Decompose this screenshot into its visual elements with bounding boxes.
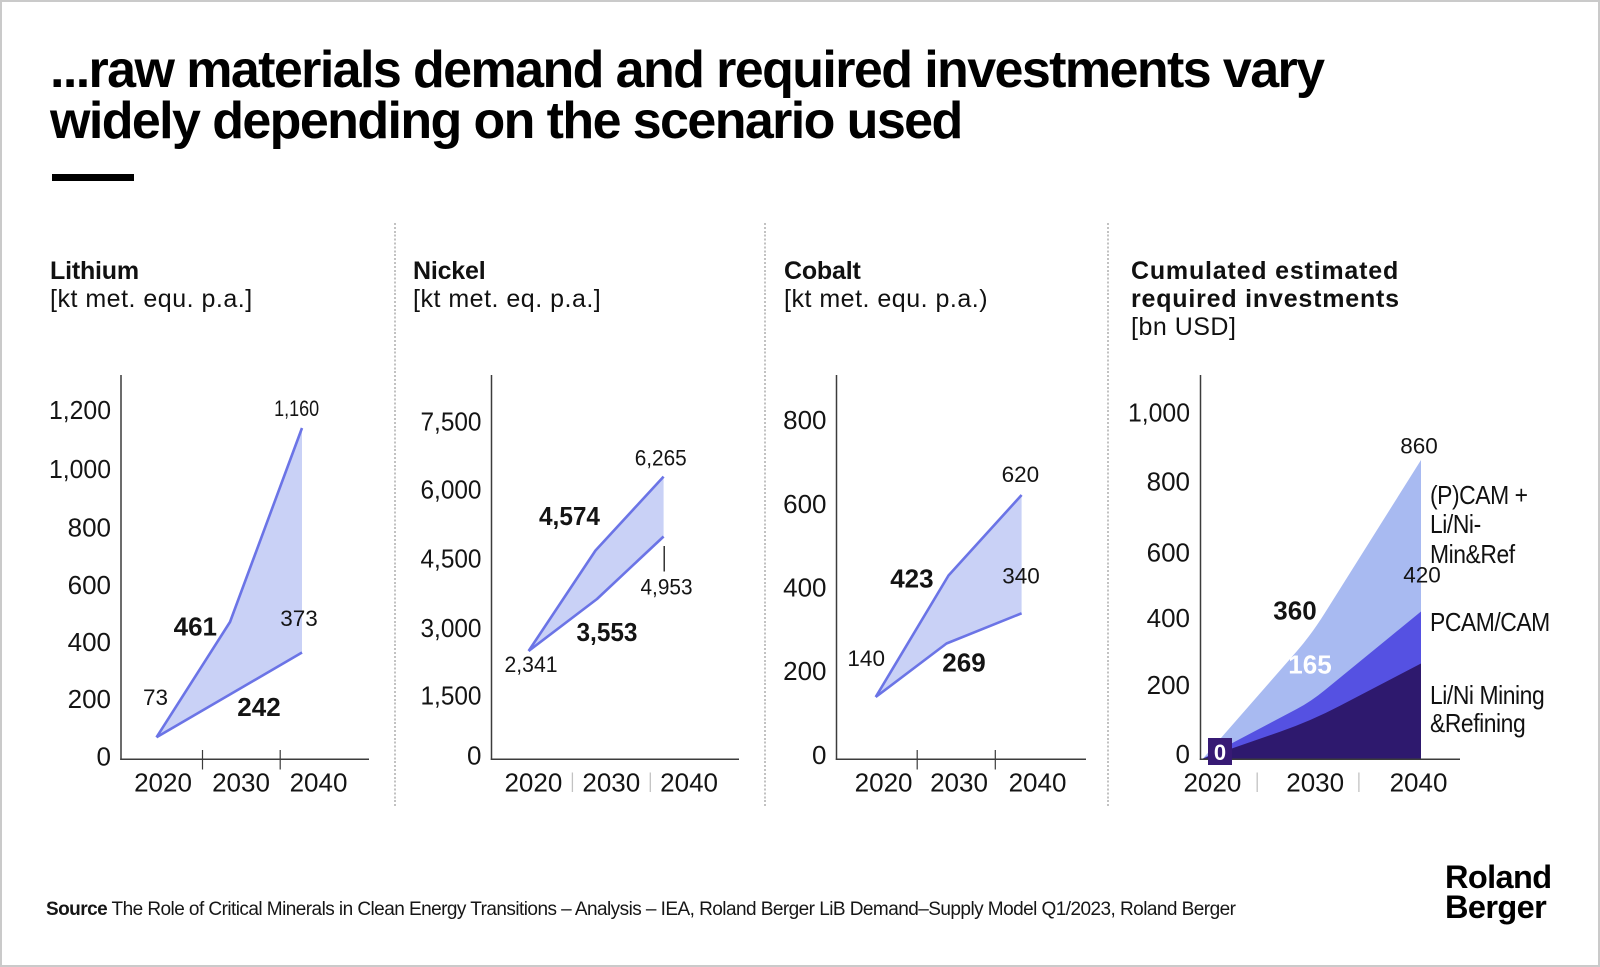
svg-text:200: 200 bbox=[68, 684, 111, 714]
svg-text:0: 0 bbox=[812, 740, 826, 770]
svg-text:2030: 2030 bbox=[1286, 768, 1344, 798]
svg-text:400: 400 bbox=[1147, 603, 1190, 633]
svg-text:2,341: 2,341 bbox=[505, 652, 558, 677]
svg-text:400: 400 bbox=[68, 627, 111, 657]
svg-text:6,265: 6,265 bbox=[635, 445, 687, 470]
svg-text:2040: 2040 bbox=[660, 768, 718, 798]
svg-text:200: 200 bbox=[783, 656, 826, 686]
svg-text:420: 420 bbox=[1403, 563, 1441, 588]
svg-text:2040: 2040 bbox=[1390, 768, 1448, 798]
svg-text:800: 800 bbox=[68, 513, 111, 543]
svg-text:1,160: 1,160 bbox=[274, 396, 319, 421]
svg-text:3,000: 3,000 bbox=[421, 613, 482, 643]
svg-text:4,574: 4,574 bbox=[539, 501, 600, 531]
svg-text:620: 620 bbox=[1002, 462, 1040, 487]
svg-text:600: 600 bbox=[783, 489, 826, 519]
svg-text:423: 423 bbox=[890, 563, 933, 593]
svg-text:373: 373 bbox=[280, 606, 318, 631]
svg-text:340: 340 bbox=[1002, 564, 1040, 589]
svg-text:269: 269 bbox=[942, 647, 985, 677]
svg-text:400: 400 bbox=[783, 573, 826, 603]
svg-text:242: 242 bbox=[237, 692, 280, 722]
svg-text:600: 600 bbox=[1147, 538, 1190, 568]
svg-text:4,953: 4,953 bbox=[641, 575, 693, 600]
svg-text:2020: 2020 bbox=[504, 768, 562, 798]
svg-text:461: 461 bbox=[174, 612, 217, 642]
svg-text:7,500: 7,500 bbox=[421, 407, 482, 437]
svg-text:2020: 2020 bbox=[1183, 768, 1241, 798]
svg-text:2040: 2040 bbox=[1009, 768, 1067, 798]
svg-text:73: 73 bbox=[143, 685, 168, 710]
svg-text:0: 0 bbox=[1214, 740, 1226, 765]
svg-text:360: 360 bbox=[1273, 596, 1316, 626]
svg-text:2030: 2030 bbox=[582, 768, 640, 798]
svg-text:140: 140 bbox=[847, 646, 885, 671]
svg-text:2020: 2020 bbox=[134, 768, 192, 798]
svg-text:800: 800 bbox=[783, 405, 826, 435]
svg-text:3,553: 3,553 bbox=[577, 617, 638, 647]
svg-text:1,200: 1,200 bbox=[49, 395, 111, 425]
svg-text:2040: 2040 bbox=[290, 768, 348, 798]
svg-text:200: 200 bbox=[1147, 670, 1190, 700]
svg-text:2030: 2030 bbox=[930, 768, 988, 798]
svg-text:0: 0 bbox=[467, 741, 481, 771]
svg-text:1,000: 1,000 bbox=[1128, 397, 1190, 427]
svg-text:0: 0 bbox=[1176, 739, 1190, 769]
svg-text:800: 800 bbox=[1147, 466, 1190, 496]
svg-text:2020: 2020 bbox=[855, 768, 913, 798]
svg-text:165: 165 bbox=[1288, 650, 1331, 680]
svg-text:1,500: 1,500 bbox=[421, 681, 482, 711]
svg-text:860: 860 bbox=[1400, 434, 1438, 459]
svg-text:0: 0 bbox=[97, 741, 111, 771]
svg-text:4,500: 4,500 bbox=[421, 544, 482, 574]
svg-text:1,000: 1,000 bbox=[49, 454, 111, 484]
svg-text:2030: 2030 bbox=[212, 768, 270, 798]
svg-text:6,000: 6,000 bbox=[421, 475, 482, 505]
svg-text:600: 600 bbox=[68, 570, 111, 600]
